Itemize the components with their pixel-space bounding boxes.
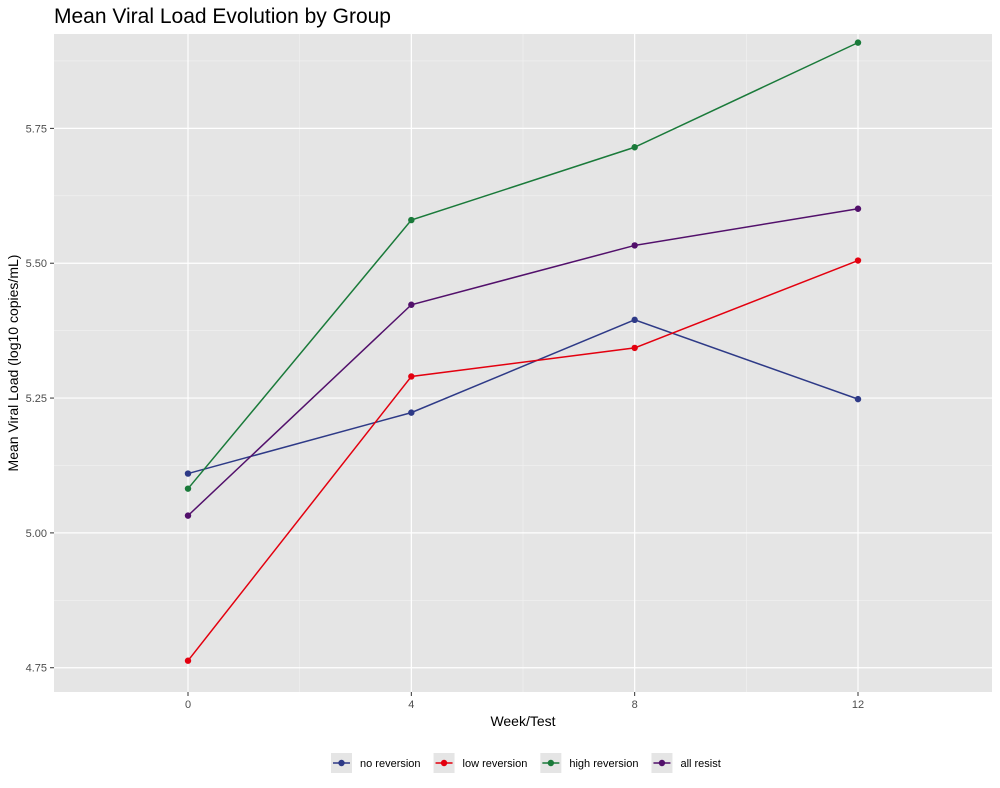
- data-point-high-reversion: [184, 485, 192, 492]
- legend-key-point: [338, 759, 345, 767]
- data-point-all-resist: [854, 205, 862, 212]
- y-tick-label: 5.75: [26, 123, 47, 135]
- data-point-no-reversion: [854, 395, 862, 403]
- series-line-low-reversion: [187, 259, 859, 662]
- x-axis-title: Week/Test: [490, 713, 555, 729]
- x-tick-label: 4: [408, 699, 414, 711]
- series-no-reversion: [184, 316, 862, 477]
- data-point-low-reversion: [408, 373, 415, 380]
- data-point-all-resist: [408, 301, 415, 308]
- data-point-no-reversion: [408, 409, 415, 416]
- data-point-all-resist: [631, 242, 638, 249]
- grid-lines: [54, 34, 992, 692]
- x-tick-label: 0: [185, 699, 191, 711]
- y-axis: 4.75 5.00 5.25 5.50 5.75: [26, 123, 54, 675]
- legend-label: high reversion: [569, 758, 638, 770]
- legend-item-all-resist: all resist: [651, 753, 721, 773]
- y-tick-label: 4.75: [26, 663, 47, 675]
- data-point-low-reversion: [854, 257, 862, 264]
- series-line-all-resist: [187, 208, 859, 517]
- data-point-no-reversion: [184, 470, 192, 477]
- legend: no reversion low reversion high reversion a…: [331, 753, 721, 773]
- data-point-low-reversion: [631, 344, 638, 352]
- series-high-reversion: [184, 39, 862, 492]
- series-layer: [184, 39, 862, 664]
- series-all-resist: [184, 205, 862, 519]
- series-line-high-reversion: [187, 41, 859, 490]
- y-tick-label: 5.50: [26, 258, 47, 270]
- series-low-reversion: [184, 257, 862, 664]
- data-point-low-reversion: [184, 657, 192, 664]
- y-axis-title: Mean Viral Load (log10 copies/mL): [5, 255, 21, 472]
- legend-key-point: [440, 759, 448, 767]
- legend-label: all resist: [680, 758, 720, 770]
- y-tick-label: 5.00: [26, 528, 47, 540]
- legend-item-no-reversion: no reversion: [331, 753, 421, 773]
- legend-key-point: [658, 759, 666, 767]
- y-tick-label: 5.25: [26, 393, 47, 405]
- legend-item-low-reversion: low reversion: [433, 753, 528, 773]
- data-point-no-reversion: [631, 316, 638, 324]
- legend-key-point: [547, 759, 555, 767]
- legend-item-high-reversion: high reversion: [540, 753, 638, 773]
- legend-label: low reversion: [463, 758, 528, 770]
- x-axis: 0 4 8 12: [185, 692, 864, 711]
- chart-title: Mean Viral Load Evolution by Group: [54, 5, 391, 28]
- data-point-high-reversion: [631, 144, 638, 151]
- data-point-all-resist: [184, 512, 192, 519]
- legend-label: no reversion: [360, 758, 421, 770]
- data-point-high-reversion: [408, 216, 415, 224]
- series-line-no-reversion: [187, 319, 859, 475]
- x-tick-label: 12: [852, 699, 864, 711]
- data-point-high-reversion: [854, 39, 862, 46]
- x-tick-label: 8: [632, 699, 638, 711]
